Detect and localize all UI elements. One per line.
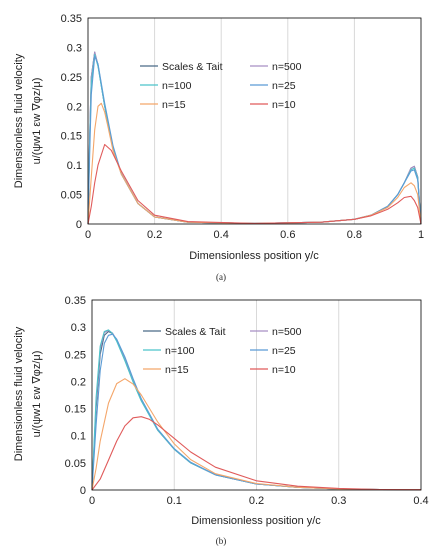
chart-b-series — [91, 329, 422, 491]
chart-b-y-tick-label: 0 — [80, 485, 86, 497]
chart-b-legend-item-n-25: n=25 — [250, 345, 296, 357]
chart-a-legend-label: n=15 — [162, 99, 186, 111]
chart-a-y-axis-label-line1: Dimensionless fluid velocity — [13, 53, 25, 188]
chart-a-legend-item-n-25: n=25 — [250, 80, 296, 92]
chart-a-x-tick-label: 1 — [418, 229, 424, 241]
chart-b-y-tick-label: 0.3 — [71, 322, 86, 334]
chart-a-series-n-10 — [87, 143, 422, 225]
chart-a-frame — [87, 17, 422, 225]
chart-a-y-tick-label: 0.35 — [61, 13, 82, 25]
chart-b-x-tick-label: 0.3 — [331, 495, 346, 507]
chart-b-legend-label: n=25 — [272, 345, 296, 357]
chart-b-legend-item-n-15: n=15 — [143, 364, 189, 376]
chart-a-y-ticks: 0 0.05 0.1 0.15 0.2 0.25 0.3 0.35 — [61, 13, 82, 231]
chart-a-legend-label: n=500 — [272, 61, 302, 73]
chart-a-legend-item-n-100: n=100 — [140, 80, 192, 92]
chart-b-legend-label: n=10 — [272, 364, 296, 376]
chart-b-y-tick-label: 0.2 — [71, 376, 86, 388]
chart-a-series-n-25 — [87, 55, 422, 225]
chart-a-y-tick-label: 0.1 — [67, 160, 82, 172]
chart-a-legend: Scales & Tait n=500 n=100 n=25 n=15 n=10 — [140, 61, 302, 111]
chart-b-y-tick-label: 0.05 — [65, 458, 86, 470]
chart-b: 0 0.1 0.2 0.3 0.4 0 0.05 0.1 0.15 0.2 0.25 0.3 0.35… — [13, 295, 429, 546]
chart-a-y-tick-label: 0.2 — [67, 101, 82, 113]
chart-b-legend: Scales & Tait n=500 n=100 n=25 n=15 n=10 — [143, 326, 302, 376]
chart-a-y-tick-label: 0.25 — [61, 72, 82, 84]
chart-a-legend-item-n-500: n=500 — [250, 61, 302, 73]
chart-a: 0 0.2 0.4 0.6 0.8 1 0 0.05 0.1 0.15 0.2 0.25 0.3 0.3… — [13, 13, 424, 282]
chart-a-x-tick-label: 0.6 — [280, 229, 295, 241]
chart-b-legend-item-n-10: n=10 — [250, 364, 296, 376]
chart-a-x-axis-label: Dimensionless position y/c — [189, 250, 319, 262]
chart-a-legend-item-n-15: n=15 — [140, 99, 186, 111]
chart-a-y-tick-label: 0.3 — [67, 42, 82, 54]
chart-a-caption: (a) — [216, 272, 226, 282]
chart-b-legend-label: Scales & Tait — [165, 326, 226, 338]
chart-b-y-tick-label: 0.15 — [65, 404, 86, 416]
chart-a-y-tick-label: 0 — [76, 219, 82, 231]
chart-a-series-scales-and-tait — [87, 51, 422, 225]
chart-a-gridlines — [154, 18, 355, 224]
chart-b-legend-label: n=500 — [272, 326, 302, 338]
chart-a-x-tick-label: 0.2 — [147, 229, 162, 241]
chart-a-y-tick-label: 0.15 — [61, 131, 82, 143]
chart-a-legend-label: n=100 — [162, 80, 192, 92]
chart-b-y-tick-label: 0.35 — [65, 295, 86, 307]
chart-a-x-tick-label: 0 — [85, 229, 91, 241]
chart-b-series-n-10 — [91, 416, 422, 491]
chart-b-frame — [91, 299, 422, 491]
chart-a-series-n-15 — [87, 102, 422, 225]
chart-a-legend-item-n-10: n=10 — [250, 99, 296, 111]
chart-b-y-tick-label: 0.1 — [71, 431, 86, 443]
chart-b-x-tick-label: 0.2 — [249, 495, 264, 507]
chart-b-series-n-15 — [91, 378, 422, 491]
chart-a-series-n-500 — [87, 51, 422, 225]
chart-b-x-tick-label: 0.4 — [413, 495, 428, 507]
chart-a-y-axis-label-line2: u/(ψw1 εw ∇φz/μ) — [31, 78, 43, 165]
chart-a-legend-label: n=25 — [272, 80, 296, 92]
chart-a-x-tick-label: 0.8 — [347, 229, 362, 241]
chart-a-x-tick-label: 0.4 — [214, 229, 229, 241]
chart-b-gridlines — [173, 300, 340, 490]
chart-b-legend-label: n=15 — [165, 364, 189, 376]
chart-b-y-axis-label-line1: Dimensionless fluid velocity — [13, 326, 25, 461]
chart-b-y-tick-label: 0.25 — [65, 349, 86, 361]
chart-b-x-axis-label: Dimensionless position y/c — [191, 515, 321, 527]
chart-b-legend-label: n=100 — [165, 345, 195, 357]
chart-a-series — [87, 51, 422, 225]
chart-a-x-ticks: 0 0.2 0.4 0.6 0.8 1 — [85, 229, 424, 241]
chart-a-legend-label: Scales & Tait — [162, 61, 223, 73]
chart-b-x-ticks: 0 0.1 0.2 0.3 0.4 — [89, 495, 429, 507]
chart-b-y-ticks: 0 0.05 0.1 0.15 0.2 0.25 0.3 0.35 — [65, 295, 86, 497]
chart-a-legend-item-scales-and-tait: Scales & Tait — [140, 61, 223, 73]
chart-b-y-axis-label-line2: u/(ψw1 εw ∇φz/μ) — [31, 351, 43, 438]
chart-b-legend-item-n-100: n=100 — [143, 345, 195, 357]
chart-a-legend-label: n=10 — [272, 99, 296, 111]
chart-b-x-tick-label: 0.1 — [167, 495, 182, 507]
chart-b-caption: (b) — [216, 536, 227, 546]
chart-a-series-n-100 — [87, 53, 422, 225]
chart-a-y-tick-label: 0.05 — [61, 190, 82, 202]
chart-b-x-tick-label: 0 — [89, 495, 95, 507]
chart-b-legend-item-n-500: n=500 — [250, 326, 302, 338]
chart-b-legend-item-scales-and-tait: Scales & Tait — [143, 326, 226, 338]
